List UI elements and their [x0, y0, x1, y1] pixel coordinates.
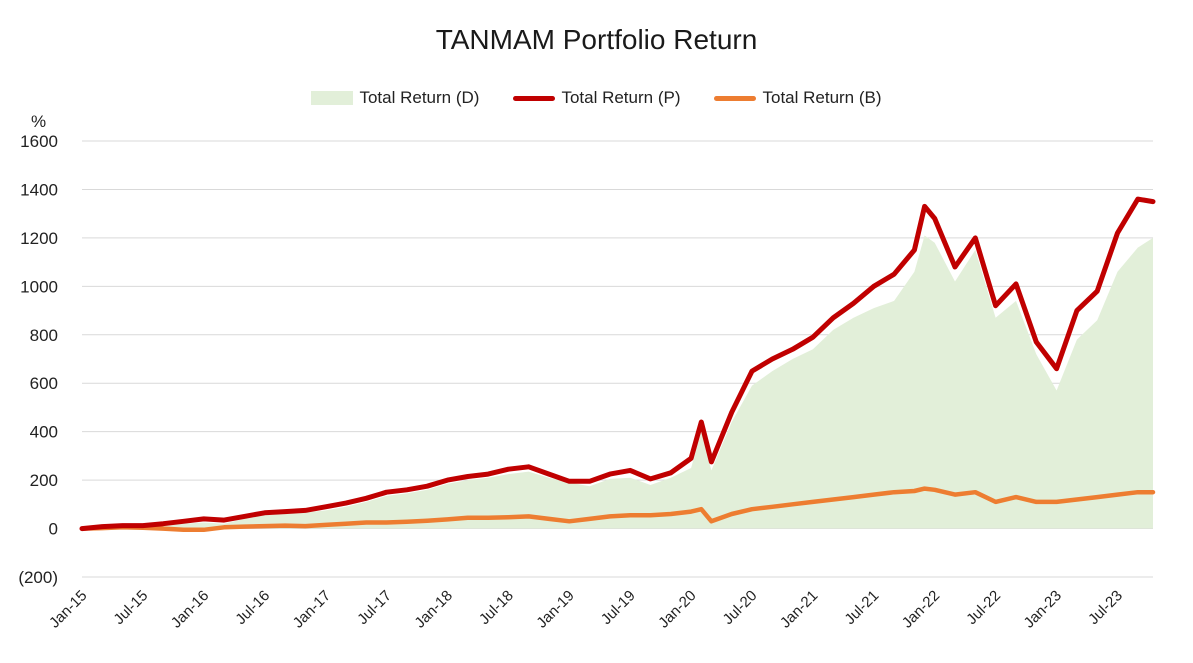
x-tick-label: Jan-19 — [533, 587, 577, 631]
legend-swatch-price — [513, 95, 556, 101]
y-tick-label: 600 — [30, 374, 58, 393]
y-tick-label: 200 — [30, 471, 58, 490]
series-line-price — [79, 196, 1156, 532]
x-tick-label: Jul-23 — [1085, 587, 1126, 628]
y-tick-label: 1000 — [20, 277, 58, 296]
y-axis-unit-label: % — [31, 112, 47, 131]
legend-label-dividend: Total Return (D) — [359, 88, 480, 107]
legend-item-price: Total Return (P) — [513, 88, 680, 108]
y-tick-label: 800 — [30, 326, 58, 345]
x-tick-label: Jul-15 — [110, 587, 151, 628]
legend: Total Return (D) Total Return (P) Total … — [0, 88, 1193, 108]
x-tick-label: Jul-21 — [841, 587, 882, 628]
y-tick-label: 1400 — [20, 180, 58, 199]
legend-swatch-benchmark — [714, 95, 757, 101]
x-tick-label: Jul-16 — [232, 587, 273, 628]
x-tick-label: Jan-18 — [411, 587, 455, 631]
x-tick-label: Jan-23 — [1021, 587, 1065, 631]
y-tick-label: 400 — [30, 423, 58, 442]
x-tick-label: Jan-22 — [899, 587, 943, 631]
y-tick-label: 1600 — [20, 132, 58, 151]
x-tick-label: Jul-18 — [476, 587, 517, 628]
legend-label-price: Total Return (P) — [561, 88, 681, 107]
x-tick-label: Jan-15 — [46, 587, 90, 631]
chart-title: TANMAM Portfolio Return — [435, 24, 758, 55]
y-tick-label: 1200 — [20, 229, 58, 248]
legend-item-dividend: Total Return (D) — [311, 88, 479, 108]
legend-label-benchmark: Total Return (B) — [762, 88, 882, 107]
x-tick-label: Jul-17 — [354, 587, 395, 628]
x-tick-label: Jan-20 — [655, 587, 699, 631]
x-tick-label: Jan-16 — [168, 587, 212, 631]
series-line-benchmark — [79, 486, 1156, 533]
x-tick-label: Jan-21 — [777, 587, 821, 631]
x-tick-label: Jul-22 — [963, 587, 1004, 628]
x-tick-label: Jul-19 — [598, 587, 639, 628]
y-tick-label: (200) — [18, 568, 58, 587]
x-tick-label: Jul-20 — [720, 587, 761, 628]
series-area-dividend — [82, 235, 1153, 529]
x-tick-label: Jan-17 — [290, 587, 334, 631]
y-tick-label: 0 — [49, 520, 58, 539]
legend-item-benchmark: Total Return (B) — [714, 88, 882, 108]
legend-swatch-dividend — [311, 91, 354, 105]
